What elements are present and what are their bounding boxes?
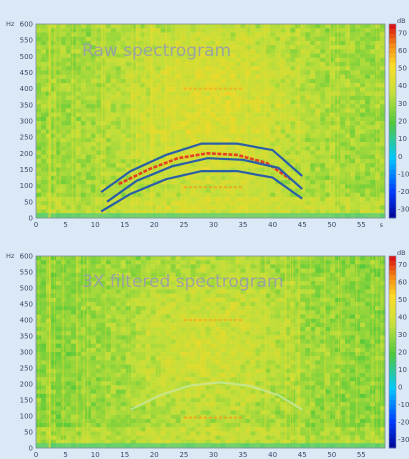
colorbar-tick-label: 0: [398, 383, 402, 391]
x-tick-label: 40: [268, 221, 277, 229]
overlay-line-2: [106, 157, 303, 203]
y-tick-label: 250: [20, 134, 33, 142]
y-tick-label: 500: [20, 53, 33, 61]
colorbar: 70 60 50 40 30 20 10 0 -10 -20 -30: [388, 255, 409, 449]
y-tick-label: 200: [20, 381, 33, 389]
y-tick-label: 200: [20, 150, 33, 158]
overlay-line-3: [100, 170, 303, 213]
x-tick-label: 45: [298, 221, 307, 229]
colorbar-tick-label: 20: [398, 349, 407, 357]
colorbar-tick-label: 40: [398, 314, 407, 322]
y-tick-label: 400: [20, 85, 33, 93]
y-tick-label: 150: [20, 397, 33, 405]
colorbar: 70 60 50 40 30 20 10 0 -10 -20 -30: [388, 23, 409, 219]
x-tick-label: 40: [268, 451, 277, 459]
colorbar-tick-label: -30: [398, 436, 409, 444]
x-tick-label: 35: [239, 221, 248, 229]
y-tick-label: 300: [20, 349, 33, 357]
x-tick-label: 10: [91, 451, 100, 459]
chart-title: 3X filtered spectrogram: [82, 272, 284, 292]
colorbar-tick-label: -10: [398, 170, 409, 178]
chart-title: Raw spectrogram: [82, 41, 231, 61]
colorbar-tick-label: 0: [398, 153, 402, 161]
colorbar-tick-label: 10: [398, 366, 407, 374]
x-unit-label: s: [380, 221, 384, 229]
x-tick-label: 45: [298, 451, 307, 459]
x-axis: 0 5 10 15 20 25 30 35 40 45 50 55: [34, 451, 366, 459]
y-tick-label: 350: [20, 333, 33, 341]
y-tick-label: 50: [24, 429, 33, 437]
y-unit-label: Hz: [6, 252, 15, 260]
y-tick-label: 100: [20, 182, 33, 190]
x-tick-label: 15: [120, 451, 129, 459]
colorbar-tick-label: 70: [398, 29, 407, 37]
colorbar-tick-label: -30: [398, 206, 409, 214]
colorbar-tick-label: 60: [398, 279, 407, 287]
y-tick-label: 600: [20, 21, 33, 29]
x-tick-label: 35: [239, 451, 248, 459]
raw-spectrogram-panel: 0 50 100 150 200 250 300 350 400 450 500 550 600 Hz 0 5…: [6, 17, 409, 229]
x-tick-label: 30: [209, 451, 218, 459]
x-tick-label: 0: [34, 221, 38, 229]
y-unit-label: Hz: [6, 20, 15, 28]
x-tick-label: 25: [179, 221, 188, 229]
colorbar-tick-label: 30: [398, 100, 407, 108]
x-tick-label: 55: [357, 221, 366, 229]
x-tick-label: 30: [209, 221, 218, 229]
colorbar-tick-label: 20: [398, 118, 407, 126]
x-tick-label: 5: [63, 451, 67, 459]
signal-curve: [118, 151, 292, 186]
y-axis: 0 50 100 150 200 250 300 350 400 450 500 550 600: [20, 21, 33, 223]
colorbar-tick-label: 60: [398, 47, 407, 55]
colorbar-unit-label: dB: [397, 17, 406, 25]
colorbar-tick-label: 70: [398, 261, 407, 269]
x-tick-label: 0: [34, 451, 38, 459]
spectrogram-texture: [36, 256, 386, 449]
colorbar-tick-label: 40: [398, 82, 407, 90]
y-tick-label: 550: [20, 269, 33, 277]
colorbar-tick-label: -20: [398, 418, 409, 426]
y-tick-label: 400: [20, 317, 33, 325]
y-tick-label: 0: [29, 445, 33, 453]
colorbar-tick-label: 10: [398, 135, 407, 143]
y-tick-label: 450: [20, 301, 33, 309]
y-tick-label: 500: [20, 285, 33, 293]
y-tick-label: 50: [24, 198, 33, 206]
x-axis: 0 5 10 15 20 25 30 35 40 45 50 55: [34, 221, 366, 229]
colorbar-tick-label: -10: [398, 401, 409, 409]
x-tick-label: 50: [327, 221, 336, 229]
x-tick-label: 55: [357, 451, 366, 459]
y-axis: 0 50 100 150 200 250 300 350 400 450 500 550 600: [20, 253, 33, 453]
overlay-line-1: [100, 142, 303, 193]
x-tick-label: 10: [91, 221, 100, 229]
colorbar-tick-label: 50: [398, 65, 407, 73]
x-tick-label: 20: [150, 221, 159, 229]
y-tick-label: 0: [29, 215, 33, 223]
y-tick-label: 150: [20, 166, 33, 174]
colorbar-tick-label: 30: [398, 331, 407, 339]
signal-curve: [130, 381, 303, 411]
y-tick-label: 300: [20, 118, 33, 126]
y-tick-label: 350: [20, 101, 33, 109]
x-tick-label: 15: [120, 221, 129, 229]
filtered-spectrogram-panel: 0 50 100 150 200 250 300 350 400 450 500 550 600 Hz 0 5…: [0, 238, 409, 459]
x-tick-label: 20: [150, 451, 159, 459]
y-tick-label: 550: [20, 37, 33, 45]
y-tick-label: 450: [20, 69, 33, 77]
colorbar-unit-label: dB: [397, 249, 406, 257]
colorbar-tick-label: 50: [398, 296, 407, 304]
x-tick-label: 5: [63, 221, 67, 229]
y-tick-label: 600: [20, 253, 33, 261]
x-tick-label: 25: [179, 451, 188, 459]
y-tick-label: 100: [20, 413, 33, 421]
colorbar-tick-label: -20: [398, 188, 409, 196]
y-tick-label: 250: [20, 365, 33, 373]
x-tick-label: 50: [327, 451, 336, 459]
